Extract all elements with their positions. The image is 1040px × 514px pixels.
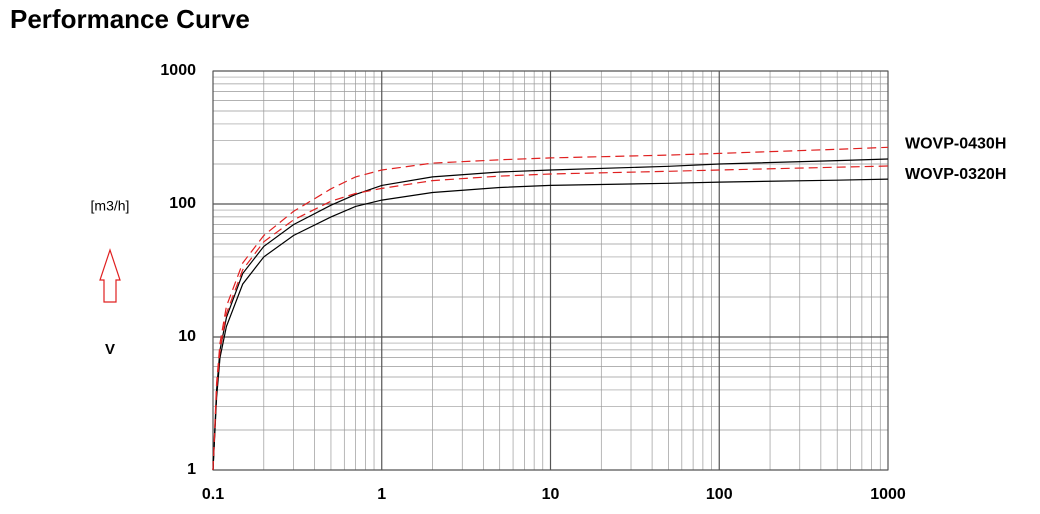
series-line <box>212 165 889 471</box>
y-axis-symbol: V <box>105 341 115 358</box>
x-tick-label: 1000 <box>870 486 906 503</box>
x-tick-label: 10 <box>542 486 560 503</box>
y-tick-label: 1000 <box>160 62 196 79</box>
chart-title: Performance Curve <box>10 4 250 34</box>
y-tick-label: 100 <box>169 195 196 212</box>
y-tick-label: 10 <box>178 328 196 345</box>
x-tick-label: 1 <box>377 486 386 503</box>
legend-label: WOVP-0320H <box>905 166 1006 183</box>
x-tick-label: 0.1 <box>202 486 224 503</box>
series-line <box>212 178 889 471</box>
arrow-icon <box>99 248 121 303</box>
series-line <box>212 146 889 471</box>
x-tick-label: 100 <box>706 486 733 503</box>
y-tick-label: 1 <box>187 461 196 478</box>
legend-label: WOVP-0430H <box>905 135 1006 152</box>
plot-frame <box>212 70 889 471</box>
y-axis-label: [m3/h] <box>91 198 130 214</box>
